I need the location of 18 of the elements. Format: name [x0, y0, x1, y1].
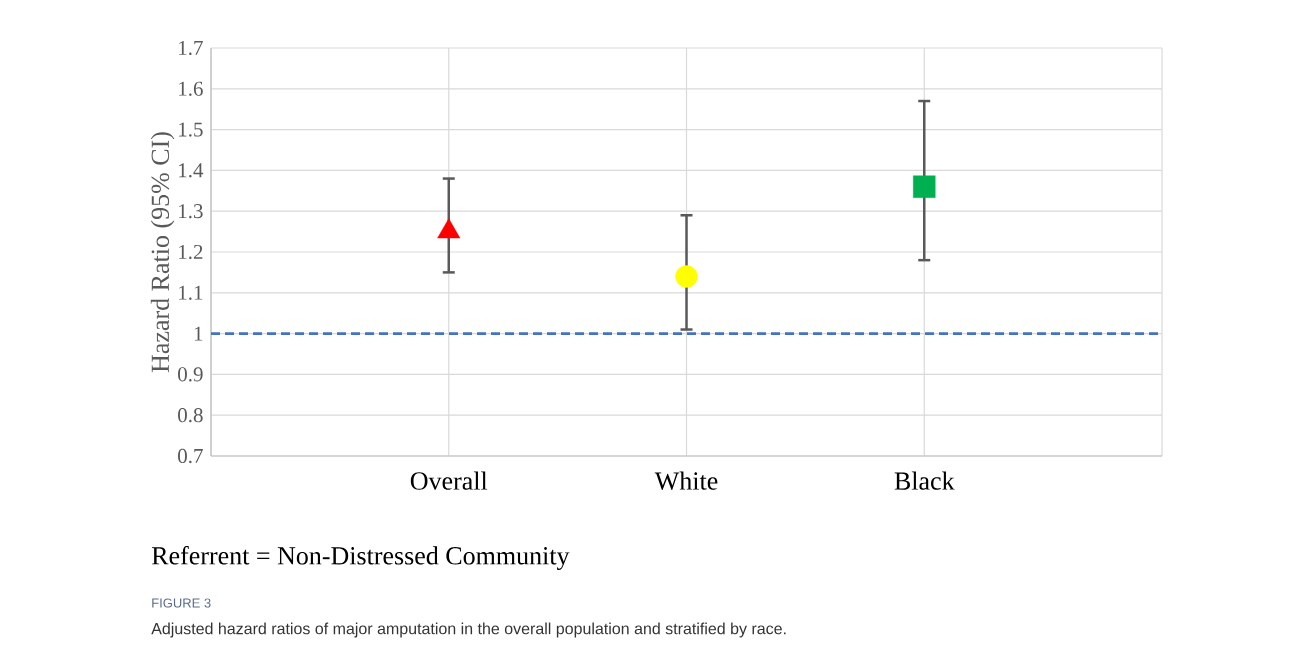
y-tick-label: 1.7: [179, 40, 203, 56]
y-tick-label: 0.7: [178, 448, 203, 464]
y-tick-label: 1.4: [179, 163, 204, 178]
y-tick-label: 1.5: [179, 122, 203, 137]
y-axis-title: Hazard Ratio (95% CI): [150, 132, 175, 373]
y-tick-label: 1.3: [179, 204, 203, 219]
x-tick-label: Overall: [410, 471, 488, 490]
y-tick-label: 1.2: [179, 244, 203, 260]
y-tick-label: 1: [194, 326, 203, 341]
y-tick-label: 1.1: [179, 285, 203, 300]
x-tick-label: Black: [894, 471, 955, 490]
y-tick-label: 0.8: [178, 408, 203, 423]
x-tick-label: White: [654, 471, 718, 490]
text: Adjusted hazard ratios of major amputation in the overall population and stratified by race.: [151, 622, 786, 638]
text: Referrent = Non-Distressed Community: [151, 546, 570, 570]
y-tick-label: 0.9: [178, 367, 203, 382]
caption: FIGURE 3: [152, 598, 211, 608]
y-tick-label: 1.6: [179, 81, 203, 96]
